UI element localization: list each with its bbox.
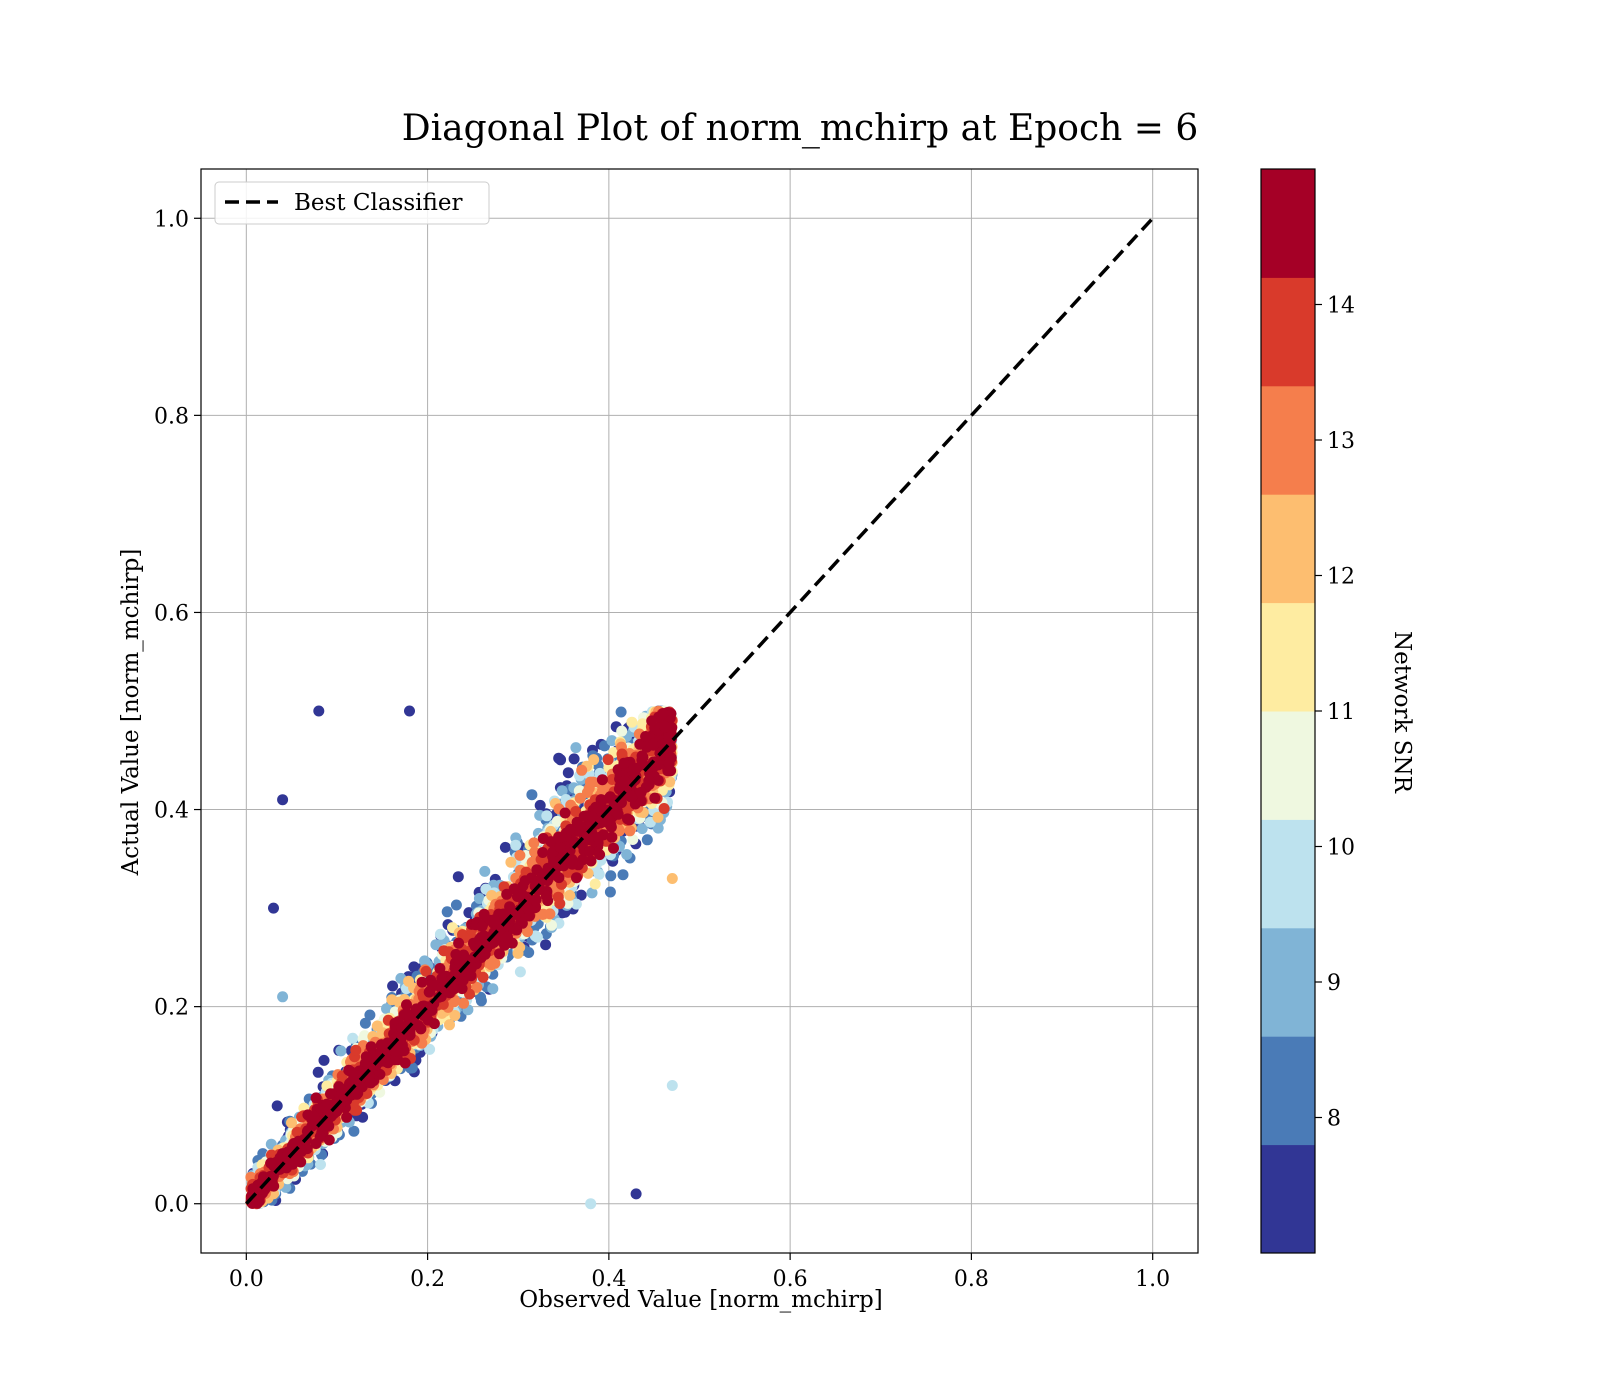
scatter-point <box>627 834 639 845</box>
scatter-point <box>268 902 279 914</box>
scatter-point <box>315 1159 326 1170</box>
scatter-point <box>434 928 446 940</box>
scatter-point <box>606 735 618 747</box>
scatter-point <box>471 981 483 993</box>
chart-title: Diagonal Plot of norm_mchirp at Epoch = … <box>402 108 1199 149</box>
scatter-point <box>512 947 524 959</box>
scatter-point <box>570 742 582 754</box>
scatter-point <box>526 789 538 801</box>
scatter-point <box>585 1198 597 1210</box>
scatter-point <box>444 1019 455 1031</box>
scatter-point <box>551 815 563 827</box>
scatter-point <box>364 1009 376 1021</box>
scatter-point <box>499 841 511 853</box>
scatter-point <box>588 754 600 766</box>
scatter-point <box>636 823 648 835</box>
scatter-point <box>546 919 557 931</box>
scatter-point <box>586 887 598 899</box>
scatter-point <box>621 849 633 860</box>
scatter-point <box>387 980 399 992</box>
scatter-point <box>277 794 289 806</box>
scatter-point <box>487 983 499 995</box>
scatter-point <box>541 810 553 822</box>
scatter-point <box>564 889 576 901</box>
scatter-point <box>617 869 629 881</box>
scatter-point <box>534 799 546 811</box>
scatter-point <box>313 705 325 717</box>
scatter-point <box>616 725 628 737</box>
scatter-point <box>430 939 442 951</box>
scatter-point <box>452 871 464 883</box>
scatter-point <box>652 822 664 834</box>
scatter-point <box>347 1032 359 1044</box>
scatter-point <box>641 834 653 846</box>
scatter-point <box>652 811 664 823</box>
scatter-point <box>584 776 596 788</box>
scatter-point <box>626 716 638 728</box>
scatter-point <box>505 856 517 868</box>
scatter-point <box>528 837 540 849</box>
scatter-point <box>589 878 601 890</box>
scatter-point <box>605 870 617 882</box>
scatter-point <box>359 1017 371 1029</box>
scatter-point <box>656 784 668 796</box>
scatter-point <box>277 991 289 1003</box>
scatter-point <box>473 893 485 904</box>
scatter-point <box>666 873 678 884</box>
scatter-point <box>441 906 453 918</box>
scatter-point <box>450 899 462 911</box>
scatter-point <box>570 898 582 910</box>
scatter-point <box>630 1188 642 1200</box>
scatter-point <box>575 889 587 901</box>
scatter-point <box>404 705 415 717</box>
scatter-point <box>666 1080 678 1091</box>
scatter-point <box>553 752 565 764</box>
scatter-point <box>514 966 526 978</box>
scatter-point <box>479 865 491 877</box>
scatter-point <box>348 1125 360 1137</box>
scatter-points <box>245 705 678 1210</box>
scatter-point <box>562 767 574 779</box>
scatter-point <box>615 706 627 718</box>
scatter-point <box>318 1054 330 1066</box>
scatter-point <box>523 947 535 958</box>
scatter-point <box>335 1045 347 1057</box>
scatter-point <box>604 886 616 898</box>
scatter-point <box>286 1117 297 1129</box>
scatter-point <box>576 764 588 776</box>
scatter-point <box>568 753 580 765</box>
scatter-point <box>475 991 487 1003</box>
scatter-point <box>556 785 568 797</box>
scatter-point <box>424 1043 436 1055</box>
scatter-point <box>403 975 415 987</box>
scatter-point <box>257 1148 269 1160</box>
scatter-point <box>312 1066 324 1078</box>
scatter-point <box>510 839 522 851</box>
scatter-point <box>449 1010 461 1021</box>
scatter-point <box>540 939 552 951</box>
scatter-point <box>486 890 498 901</box>
scatter-point <box>271 1100 283 1112</box>
